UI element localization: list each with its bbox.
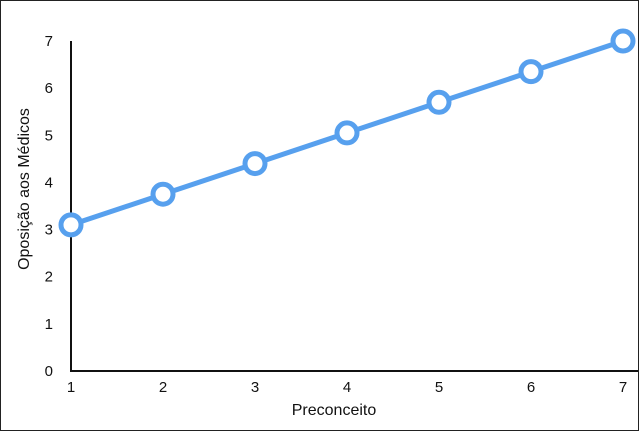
- x-tick-label: 4: [343, 379, 351, 396]
- x-tick-label: 5: [435, 379, 443, 396]
- y-tick-label: 6: [45, 80, 53, 97]
- y-axis-label: Oposição aos Médicos: [16, 108, 33, 270]
- data-point: [610, 28, 636, 54]
- data-point: [58, 212, 84, 238]
- x-tick-label: 3: [251, 379, 259, 396]
- y-tick-label: 3: [45, 222, 53, 239]
- data-point: [518, 59, 544, 85]
- y-tick-label: 2: [45, 269, 53, 286]
- y-tick-label: 1: [45, 316, 53, 333]
- y-tick-label: 4: [45, 174, 53, 191]
- x-tick-label: 2: [159, 379, 167, 396]
- y-tick-label: 5: [45, 127, 53, 144]
- data-point: [242, 151, 268, 177]
- x-tick-labels: 1 2 3 4 5 6 7: [67, 379, 627, 396]
- y-tick-labels: 0 1 2 3 4 5 6 7: [45, 33, 53, 380]
- y-tick-label: 0: [45, 363, 53, 380]
- data-point: [150, 181, 176, 207]
- axes: [70, 41, 638, 372]
- data-point: [334, 120, 360, 146]
- data-point: [426, 89, 452, 115]
- x-tick-label: 7: [619, 379, 627, 396]
- x-tick-label: 1: [67, 379, 75, 396]
- y-tick-label: 7: [45, 33, 53, 50]
- x-tick-label: 6: [527, 379, 535, 396]
- series-group: [58, 28, 636, 238]
- x-axis-label: Preconceito: [292, 402, 377, 419]
